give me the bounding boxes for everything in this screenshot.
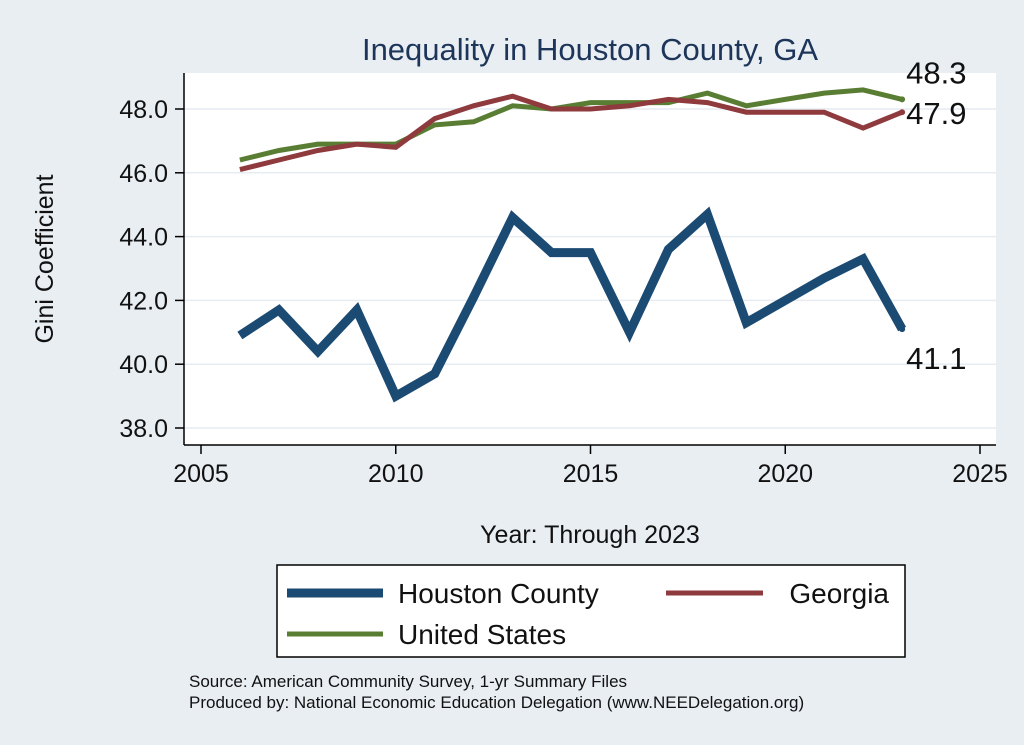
y-tick-label: 48.0: [119, 96, 168, 124]
y-ticks: 38.0 40.0 42.0 44.0 46.0 48.0: [119, 96, 184, 443]
x-tick-label: 2015: [563, 460, 619, 488]
y-tick-label: 38.0: [119, 415, 168, 443]
y-tick-label: 44.0: [119, 224, 168, 252]
y-tick-label: 40.0: [119, 351, 168, 379]
chart-title: Inequality in Houston County, GA: [362, 32, 818, 67]
legend-label: United States: [398, 619, 566, 650]
x-tick-label: 2025: [952, 460, 1008, 488]
end-label-houston-county: 41.1: [906, 341, 966, 376]
end-point: [899, 109, 906, 116]
series-line-houston-county: [237, 206, 907, 403]
end-label-georgia: 47.9: [906, 96, 966, 131]
series-lines: [237, 87, 907, 403]
x-tick-label: 2010: [368, 460, 424, 488]
producer-note: Produced by: National Economic Education…: [189, 693, 804, 712]
x-axis-title: Year: Through 2023: [480, 521, 700, 549]
x-tick-label: 2005: [173, 460, 229, 488]
source-note: Source: American Community Survey, 1-yr …: [189, 672, 627, 691]
y-axis-title: Gini Coefficient: [31, 174, 59, 343]
legend-label: Houston County: [398, 578, 599, 609]
y-tick-label: 46.0: [119, 160, 168, 188]
x-tick-label: 2020: [757, 460, 813, 488]
y-tick-label: 42.0: [119, 287, 168, 315]
end-labels: 41.1 47.9 48.3: [906, 55, 966, 376]
legend-label: Georgia: [789, 578, 889, 609]
x-ticks: 2005 2010 2015 2020 2025: [173, 445, 1008, 488]
end-point: [899, 96, 906, 103]
legend: Houston County Georgia United States: [276, 564, 906, 658]
legend-box: [276, 564, 906, 658]
end-point: [899, 326, 906, 333]
series-line-georgia: [239, 93, 904, 173]
end-label-united-states: 48.3: [906, 55, 966, 90]
